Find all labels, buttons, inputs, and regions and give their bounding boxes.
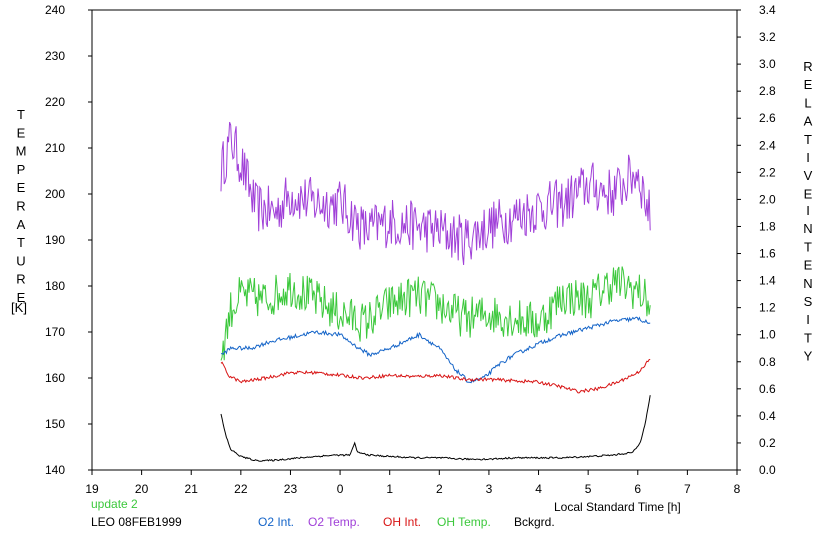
right-axis-ticks: 0.0 0.2 0.4 0.6 0.8 1.0 1.2 1.4 1.6 1.8 2.0 2.2 2.4 2… [737,3,776,477]
x-tick-label: 2 [436,482,443,496]
left-tick-label: 150 [45,417,65,431]
legend-entry: OH Int. [383,515,421,529]
series-bckgrd-line [220,395,651,462]
left-axis-label-letter: E [17,290,26,305]
right-axis-label-letter: N [803,276,812,291]
x-axis-label: Local Standard Time [h] [554,500,681,514]
right-axis-label-letter: Y [804,349,813,364]
left-tick-label: 140 [45,463,65,477]
right-tick-label: 2.2 [759,165,776,179]
left-axis-label-letter: T [17,107,25,122]
left-tick-label: 160 [45,371,65,385]
x-tick-label: 7 [684,482,691,496]
x-tick-label: 19 [85,482,99,496]
left-axis-label-letter: A [17,217,26,232]
right-axis-label-letter: S [804,294,813,309]
right-axis-label-letter: I [806,150,810,165]
x-axis-ticks: 19 20 21 22 23 0 1 2 3 4 5 6 7 8 [85,470,741,496]
right-axis-label-letter: V [804,168,813,183]
right-axis-label-letter: I [806,203,810,218]
station-date-label: LEO 08FEB1999 [91,515,182,529]
left-tick-label: 220 [45,95,65,109]
x-tick-label: 1 [386,482,393,496]
x-tick-label: 6 [634,482,641,496]
right-tick-label: 0.6 [759,382,776,396]
right-axis-label-letter: E [804,258,813,273]
legend: O2 Int. O2 Temp. OH Int. OH Temp. Bckgrd. [258,515,555,529]
right-tick-label: 0.0 [759,463,776,477]
left-axis-ticks: 140 150 160 170 180 190 200 210 220 230 240 [45,3,92,477]
left-tick-label: 230 [45,49,65,63]
x-tick-label: 3 [486,482,493,496]
x-tick-label: 20 [135,482,149,496]
right-tick-label: 2.0 [759,192,776,206]
right-tick-label: 0.8 [759,355,776,369]
x-tick-label: 8 [734,482,741,496]
right-axis-label-letter: T [804,132,812,147]
right-tick-label: 0.2 [759,436,776,450]
left-axis-label-letter: E [17,180,26,195]
legend-entry: OH Temp. [437,515,491,529]
plot-frame [91,9,738,471]
right-tick-label: 2.4 [759,138,776,152]
right-axis-label-letter: N [803,221,812,236]
right-tick-label: 2.6 [759,111,776,125]
left-axis-label-letter: R [16,199,25,214]
x-tick-label: 23 [284,482,298,496]
left-tick-label: 240 [45,3,65,17]
right-tick-label: 2.8 [759,84,776,98]
left-tick-label: 170 [45,325,65,339]
right-axis-label-letter: E [804,77,813,92]
right-tick-label: 3.4 [759,3,776,17]
legend-entry: Bckgrd. [514,515,555,529]
left-axis-label-letter: T [17,235,25,250]
left-tick-label: 210 [45,141,65,155]
legend-entry: O2 Int. [258,515,294,529]
left-tick-label: 180 [45,279,65,293]
right-axis-label-letter: E [804,186,813,201]
right-axis-label-letter: L [804,95,811,110]
right-tick-label: 3.2 [759,30,776,44]
right-tick-label: 0.4 [759,409,776,423]
right-axis-label-letter: A [804,114,813,129]
series-oh-temp-line [220,266,651,361]
right-tick-label: 1.6 [759,247,776,261]
x-tick-label: 0 [337,482,344,496]
left-tick-label: 190 [45,233,65,247]
left-axis-label-letter: E [17,125,26,140]
left-axis-label-letter: R [16,272,25,287]
left-tick-label: 200 [45,187,65,201]
right-tick-label: 1.8 [759,219,776,233]
right-axis-label-letter: T [804,239,812,254]
right-tick-label: 1.2 [759,301,776,315]
right-axis-label-letter: T [804,330,812,345]
right-tick-label: 1.4 [759,274,776,288]
left-axis-label-letter: U [16,253,25,268]
left-axis-label-letter: P [17,162,26,177]
series-o2-int-line [220,316,651,384]
legend-entry: O2 Temp. [308,515,360,529]
x-tick-label: 5 [585,482,592,496]
right-tick-label: 1.0 [759,328,776,342]
update-label: update 2 [91,497,138,511]
x-tick-label: 22 [234,482,248,496]
left-axis-label-letter: M [16,144,27,159]
x-tick-label: 4 [535,482,542,496]
right-axis-label-letter: I [806,312,810,327]
right-tick-label: 3.0 [759,57,776,71]
left-axis-unit: [K] [11,300,27,315]
series-oh-int-line [220,358,651,394]
series-layer [220,121,651,462]
right-axis-label-letter: R [803,59,812,74]
series-o2-temp-line [220,121,651,266]
x-tick-label: 21 [185,482,199,496]
